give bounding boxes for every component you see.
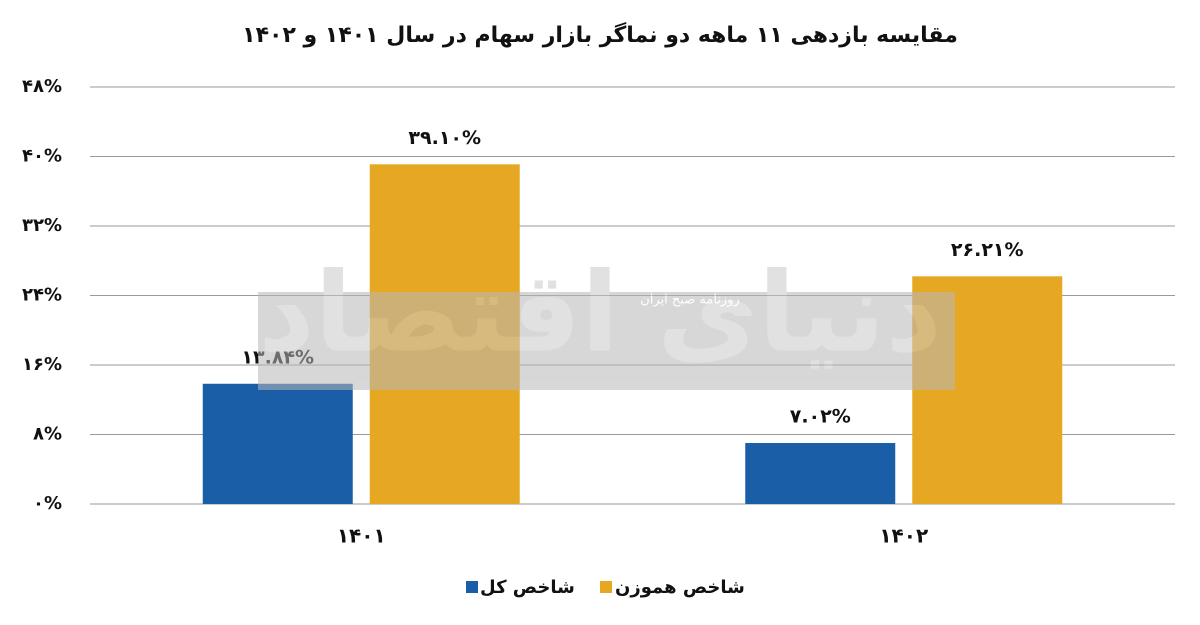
chart-title: مقایسه بازدهی ۱۱ ماهه دو نماگر بازار سها… (242, 21, 958, 48)
value-label: ۷.۰۲% (790, 406, 851, 428)
legend-swatch (600, 581, 612, 593)
x-tick-label: ۱۴۰۱ (337, 524, 386, 548)
y-tick-label: ۲۴% (22, 285, 62, 306)
watermark-band (258, 292, 955, 390)
y-tick-label: ۸% (33, 424, 62, 445)
watermark: دنیای اقتصاد روزنامه صبح ایران (258, 248, 955, 390)
value-label: ۳۹.۱۰% (408, 127, 481, 149)
y-tick-label: ۰% (33, 493, 62, 514)
value-label: ۲۶.۲۱% (951, 239, 1024, 261)
x-tick-label: ۱۴۰۲ (879, 524, 928, 548)
y-tick-label: ۳۲% (22, 215, 62, 236)
legend-swatch (466, 581, 478, 593)
bar (202, 383, 353, 504)
y-tick-label: ۴۰% (22, 146, 62, 167)
legend-label: شاخص هموزن (615, 577, 745, 598)
y-tick-label: ۴۸% (22, 76, 62, 97)
watermark-subtitle: روزنامه صبح ایران (640, 293, 740, 308)
bar (745, 443, 896, 504)
y-tick-label: ۱۶% (22, 354, 62, 375)
legend-label: شاخص کل (480, 577, 575, 598)
watermark-title: دنیای اقتصاد (258, 248, 942, 376)
